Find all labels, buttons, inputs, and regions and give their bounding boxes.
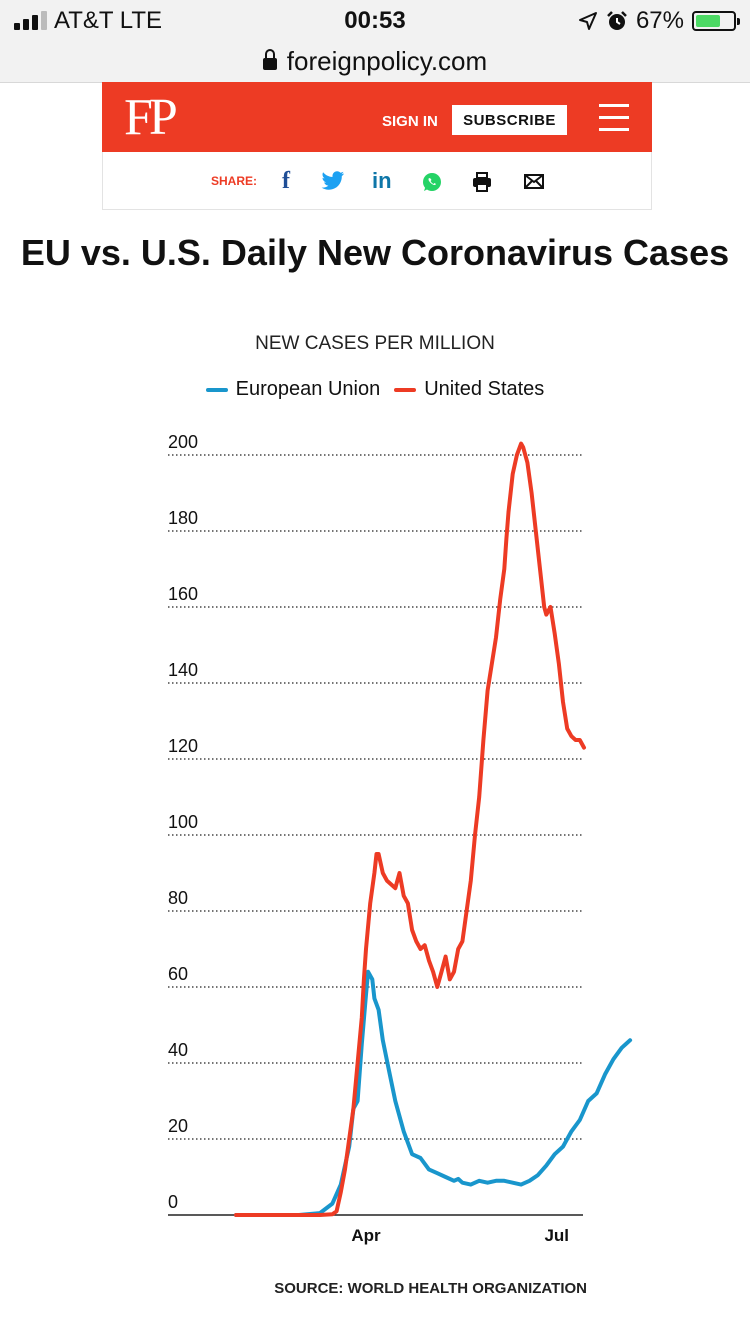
status-bar: AT&T LTE 00:53 67% bbox=[0, 0, 750, 40]
x-tick-label: Jul bbox=[544, 1226, 569, 1245]
signal-strength-icon bbox=[14, 10, 50, 30]
sign-in-link[interactable]: SIGN IN bbox=[382, 113, 438, 130]
clock: 00:53 bbox=[344, 7, 406, 34]
share-bar: SHARE: f in bbox=[102, 152, 652, 210]
site-header: FP SIGN IN SUBSCRIBE bbox=[102, 82, 652, 152]
address-bar[interactable]: foreignpolicy.com bbox=[0, 40, 750, 83]
legend-label-eu: European Union bbox=[235, 378, 381, 400]
y-tick-label: 200 bbox=[168, 432, 198, 452]
battery-percent: 67% bbox=[635, 7, 684, 34]
twitter-icon[interactable] bbox=[321, 171, 345, 191]
chart-subtitle: NEW CASES PER MILLION bbox=[255, 333, 495, 354]
battery-level bbox=[696, 15, 721, 27]
url-text: foreignpolicy.com bbox=[286, 45, 488, 76]
series-line-united-states bbox=[234, 441, 586, 1217]
y-tick-label: 100 bbox=[168, 812, 198, 832]
series-line-european-union bbox=[234, 969, 633, 1217]
y-tick-label: 80 bbox=[168, 888, 188, 908]
location-icon bbox=[578, 12, 597, 30]
line-chart: 0 20 40 60 80 100 120 140 160 180 200 Apr Jul bbox=[168, 432, 633, 1245]
x-tick-label: Apr bbox=[351, 1226, 381, 1245]
chart-legend: European Union United States bbox=[0, 378, 750, 401]
share-label: SHARE: bbox=[211, 174, 258, 188]
y-tick-label: 180 bbox=[168, 508, 198, 528]
y-tick-label: 20 bbox=[168, 1116, 188, 1136]
carrier-label: AT&T LTE bbox=[54, 7, 163, 34]
fp-logo[interactable]: FP bbox=[124, 89, 178, 146]
y-tick-label: 0 bbox=[168, 1192, 178, 1212]
legend-item-eu: European Union bbox=[205, 378, 381, 401]
hamburger-menu-icon[interactable] bbox=[599, 104, 629, 132]
email-icon[interactable] bbox=[524, 174, 544, 189]
whatsapp-icon[interactable] bbox=[421, 171, 443, 193]
chart-title: EU vs. U.S. Daily New Coronavirus Cases bbox=[20, 232, 730, 273]
facebook-icon[interactable]: f bbox=[282, 168, 290, 194]
battery-icon bbox=[692, 11, 740, 31]
y-tick-label: 120 bbox=[168, 736, 198, 756]
lock-icon bbox=[262, 49, 277, 70]
y-tick-label: 60 bbox=[168, 964, 188, 984]
y-tick-label: 40 bbox=[168, 1040, 188, 1060]
legend-swatch-us bbox=[394, 387, 417, 392]
legend-item-us: United States bbox=[394, 378, 544, 401]
subscribe-button[interactable]: SUBSCRIBE bbox=[452, 105, 567, 135]
y-tick-label: 160 bbox=[168, 584, 198, 604]
print-icon[interactable] bbox=[472, 172, 492, 192]
linkedin-icon[interactable]: in bbox=[372, 168, 392, 193]
alarm-icon bbox=[607, 11, 627, 30]
legend-swatch-eu bbox=[205, 387, 228, 392]
y-tick-label: 140 bbox=[168, 660, 198, 680]
chart-source: SOURCE: WORLD HEALTH ORGANIZATION bbox=[274, 1280, 587, 1297]
legend-label-us: United States bbox=[424, 378, 545, 400]
